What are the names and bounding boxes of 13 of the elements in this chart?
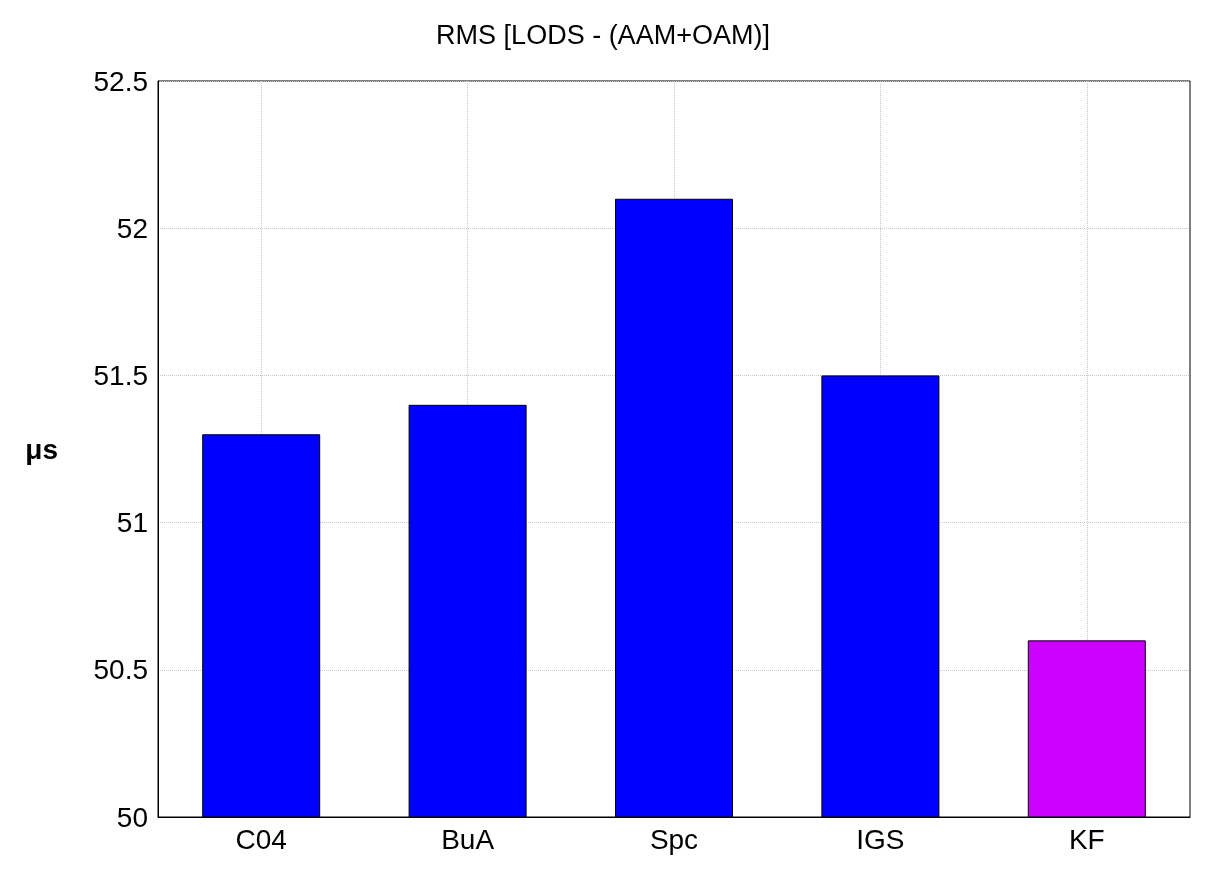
y-tick-label: 51.5 (93, 359, 148, 391)
y-axis-title: μs (25, 433, 58, 465)
y-tick-label: 50.5 (93, 654, 148, 686)
x-tick-label: BuA (441, 823, 495, 855)
x-tick-label: Spc (649, 823, 699, 855)
y-tick-label: 52.5 (93, 65, 148, 97)
x-tick-label: C04 (235, 823, 287, 855)
x-tick-label: IGS (856, 823, 905, 855)
y-tick-label: 51 (116, 507, 148, 539)
y-tick-label: 50 (116, 801, 148, 833)
chart-title: RMS [LODS - (AAM+OAM)] (436, 19, 770, 50)
y-tick-label: 52 (116, 212, 148, 244)
x-tick-label: KF (1068, 823, 1105, 855)
